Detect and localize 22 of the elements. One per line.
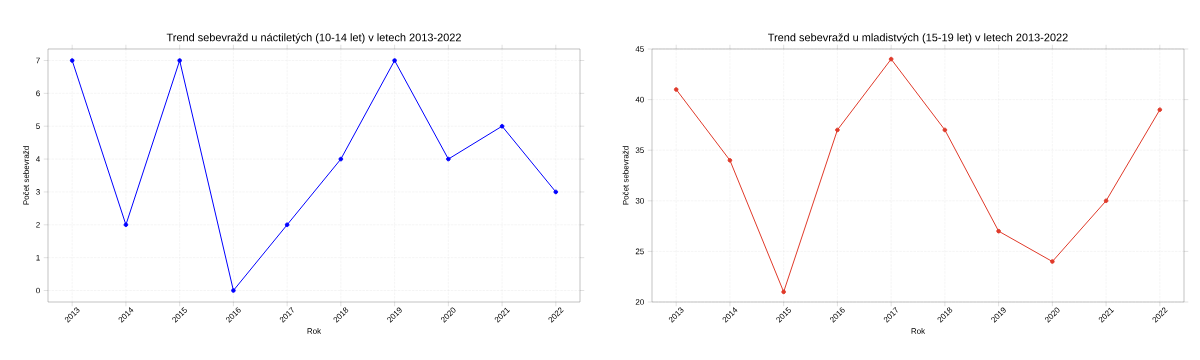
point xyxy=(392,58,397,63)
point xyxy=(888,56,894,62)
point xyxy=(284,222,290,228)
point xyxy=(835,127,840,133)
point xyxy=(446,156,451,162)
point xyxy=(553,189,559,195)
point xyxy=(781,289,786,295)
point xyxy=(499,123,505,129)
point xyxy=(1103,198,1109,204)
point xyxy=(177,58,182,63)
point xyxy=(1157,107,1163,113)
point xyxy=(338,156,344,162)
chart-title: Trend sebevražd u náctiletých (10-14 let) v letech 2013-2022 xyxy=(166,33,461,44)
point xyxy=(123,222,129,228)
point xyxy=(727,158,733,163)
point xyxy=(231,288,236,293)
chart-title: Trend sebevražd u mladistvých (15-19 let) v letech 2013-2022 xyxy=(768,33,1068,44)
point xyxy=(942,127,948,133)
point xyxy=(673,87,679,92)
point xyxy=(996,228,1001,234)
point xyxy=(1050,259,1055,264)
point xyxy=(69,58,75,63)
